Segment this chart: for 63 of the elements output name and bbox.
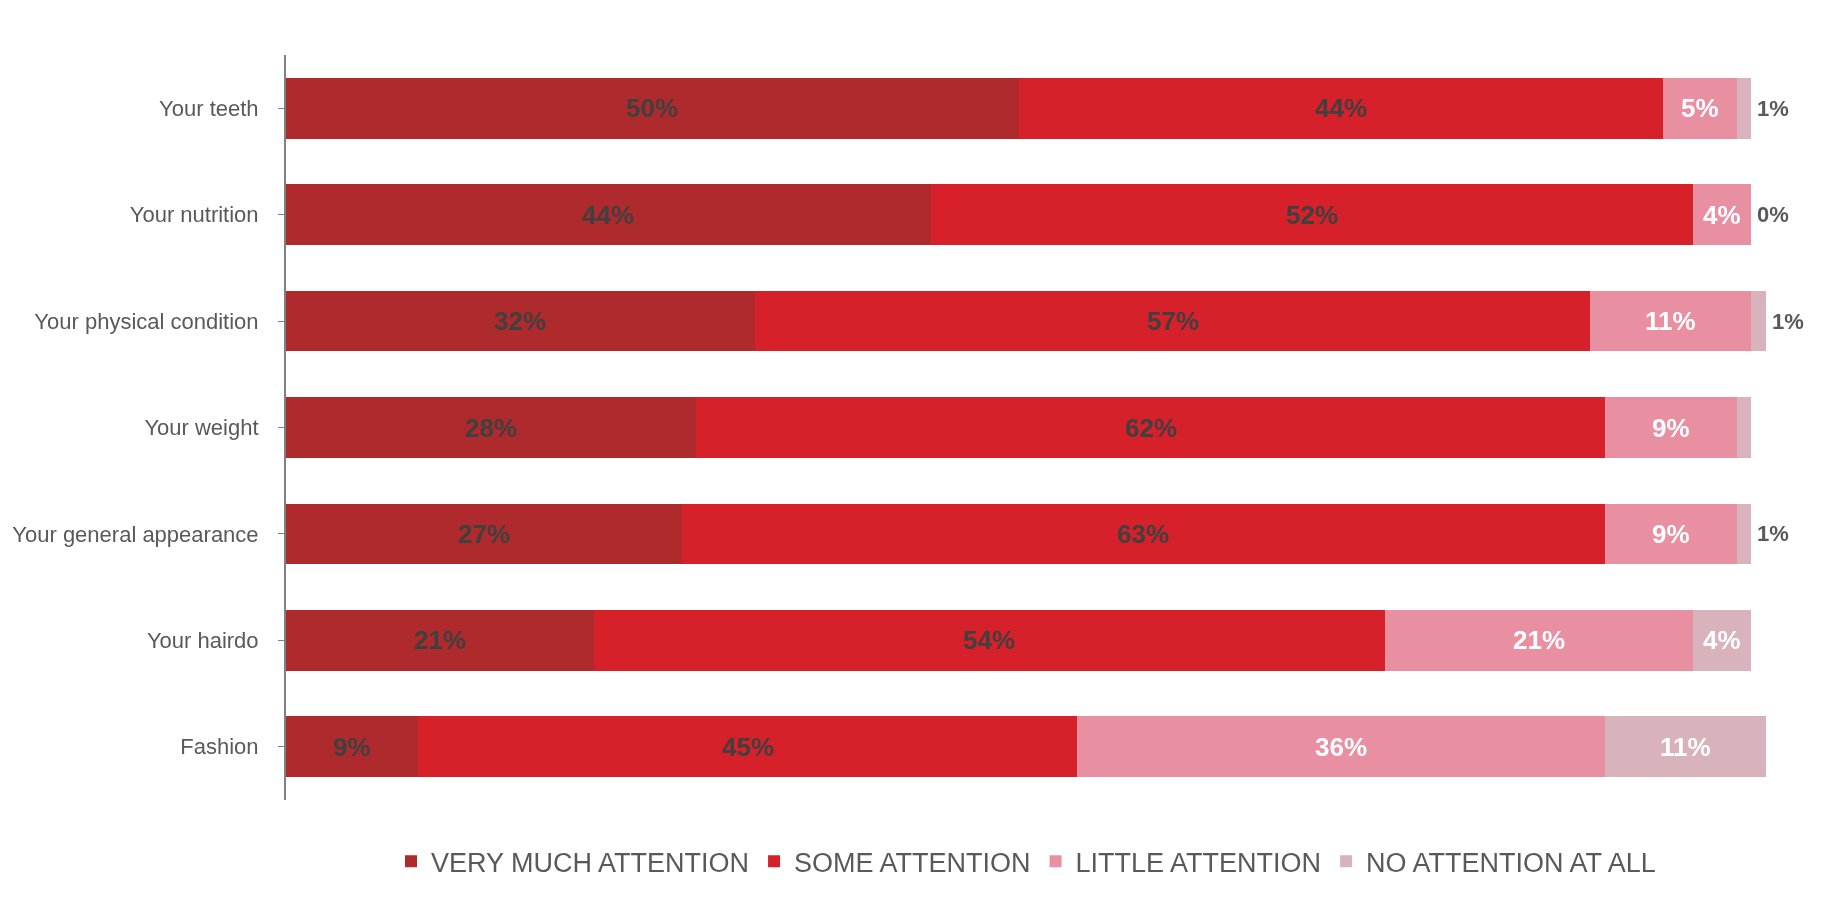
bar — [1604, 716, 1766, 778]
data-label: 36% — [1315, 732, 1368, 762]
bar — [286, 610, 594, 671]
data-label: 27% — [458, 519, 511, 549]
bar — [1736, 397, 1752, 458]
data-label: 9% — [333, 732, 371, 762]
bar — [1604, 397, 1737, 458]
bar — [286, 77, 1019, 139]
bar — [417, 716, 1078, 778]
data-label: 11% — [1660, 732, 1711, 762]
bar — [1077, 716, 1605, 778]
data-label: 21% — [1513, 625, 1566, 655]
data-label: 5% — [1681, 93, 1719, 123]
y-tick-label: Fashion — [180, 734, 259, 760]
data-label: 9% — [1652, 413, 1690, 443]
data-label: 45% — [722, 732, 775, 762]
data-label: 21% — [414, 625, 467, 655]
data-label: 44% — [1315, 93, 1368, 123]
data-label: 52% — [1286, 200, 1339, 230]
data-label: 28% — [465, 413, 518, 443]
data-label: 1% — [1772, 309, 1804, 334]
data-label: 1% — [1757, 96, 1789, 121]
data-label: 4% — [1703, 625, 1741, 655]
data-label: 44% — [582, 200, 635, 230]
bar — [681, 503, 1605, 565]
y-tick-label: Your weight — [144, 415, 259, 441]
legend-label: VERY MUCH ATTENTION — [431, 847, 750, 878]
data-label: 1% — [1757, 521, 1789, 546]
y-tick-label: Your general appearance — [12, 521, 259, 547]
y-tick-label: Your nutrition — [129, 202, 259, 228]
bar — [1736, 503, 1752, 565]
bar — [1018, 77, 1664, 139]
bar — [1604, 503, 1737, 565]
bar — [1751, 290, 1766, 352]
data-label: 63% — [1117, 519, 1170, 549]
bar — [286, 397, 697, 458]
bar — [696, 397, 1605, 458]
legend-label: LITTLE ATTENTION — [1075, 847, 1322, 878]
bar — [930, 184, 1693, 245]
bar — [1590, 290, 1752, 352]
bar — [1736, 77, 1752, 139]
bar — [1663, 77, 1737, 139]
data-label: 54% — [963, 625, 1016, 655]
data-label: 11% — [1645, 306, 1696, 336]
data-label: 9% — [1652, 519, 1690, 549]
y-tick-label: Your physical condition — [34, 308, 259, 334]
data-label: 62% — [1125, 413, 1178, 443]
data-label: 57% — [1147, 306, 1200, 336]
legend-label: NO ATTENTION AT ALL — [1366, 847, 1656, 878]
y-tick-label: Your hairdo — [146, 628, 259, 654]
data-label: 0% — [1757, 202, 1789, 227]
bar — [286, 290, 755, 352]
bar — [1385, 610, 1693, 671]
y-tick-label: Your teeth — [159, 95, 259, 121]
data-label: 50% — [626, 93, 679, 123]
legend-label: SOME ATTENTION — [794, 847, 1031, 878]
bar — [286, 503, 682, 565]
bar — [754, 290, 1591, 352]
bar — [286, 184, 931, 245]
data-label: 32% — [494, 306, 547, 336]
bar — [286, 716, 418, 778]
data-label: 4% — [1703, 200, 1741, 230]
bar — [593, 610, 1386, 671]
